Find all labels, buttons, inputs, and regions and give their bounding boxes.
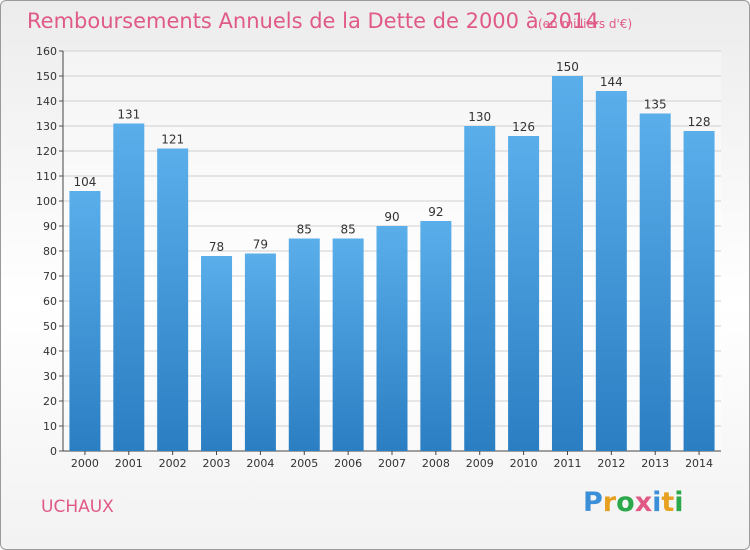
y-tick-label: 20 <box>43 395 57 408</box>
data-label: 79 <box>253 238 268 252</box>
bar <box>113 123 145 451</box>
y-tick-label: 10 <box>43 420 57 433</box>
data-label: 121 <box>161 133 184 147</box>
bar <box>508 136 540 451</box>
y-tick-label: 30 <box>43 370 57 383</box>
logo-letter: t <box>661 487 675 518</box>
proxiti-logo[interactable]: Proxiti <box>583 487 684 518</box>
x-tick-label: 2013 <box>641 457 669 470</box>
x-tick-label: 2012 <box>597 457 625 470</box>
x-tick-label: 2005 <box>290 457 318 470</box>
bar <box>244 253 276 451</box>
x-tick-label: 2000 <box>71 457 99 470</box>
bar <box>595 91 627 451</box>
y-tick-label: 150 <box>36 70 57 83</box>
y-tick-label: 90 <box>43 220 57 233</box>
bar <box>69 191 101 451</box>
bar <box>551 76 583 451</box>
x-tick-label: 2004 <box>246 457 274 470</box>
data-label: 130 <box>468 110 491 124</box>
x-tick-label: 2011 <box>553 457 581 470</box>
data-label: 126 <box>512 120 535 134</box>
logo-letter: r <box>602 487 617 518</box>
chart-unit: (en milliers d'€) <box>538 17 633 31</box>
y-tick-label: 50 <box>43 320 57 333</box>
y-tick-label: 40 <box>43 345 57 358</box>
y-tick-label: 70 <box>43 270 57 283</box>
x-tick-label: 2001 <box>115 457 143 470</box>
x-tick-label: 2003 <box>203 457 231 470</box>
data-label: 128 <box>688 115 711 129</box>
bar <box>683 131 715 451</box>
x-tick-label: 2008 <box>422 457 450 470</box>
bar <box>639 113 671 451</box>
data-label: 78 <box>209 240 224 254</box>
data-label: 150 <box>556 60 579 74</box>
y-tick-label: 60 <box>43 295 57 308</box>
bar <box>464 126 496 451</box>
bar <box>288 238 320 451</box>
y-tick-label: 140 <box>36 95 57 108</box>
data-label: 135 <box>644 98 667 112</box>
y-tick-label: 120 <box>36 145 57 158</box>
y-tick-label: 130 <box>36 120 57 133</box>
x-tick-label: 2009 <box>466 457 494 470</box>
data-label: 90 <box>384 210 399 224</box>
y-tick-label: 110 <box>36 170 57 183</box>
bar <box>201 256 233 451</box>
data-label: 85 <box>297 223 312 237</box>
x-tick-label: 2010 <box>510 457 538 470</box>
data-label: 92 <box>428 205 443 219</box>
bar <box>157 148 189 451</box>
data-label: 144 <box>600 75 623 89</box>
bar <box>420 221 452 451</box>
y-tick-label: 80 <box>43 245 57 258</box>
logo-letter: x <box>634 487 653 518</box>
logo-letter: P <box>583 487 603 518</box>
y-tick-label: 160 <box>36 45 57 58</box>
data-label: 104 <box>73 175 96 189</box>
x-tick-label: 2006 <box>334 457 362 470</box>
logo-letter: o <box>616 487 635 518</box>
x-tick-label: 2002 <box>159 457 187 470</box>
x-tick-label: 2007 <box>378 457 406 470</box>
commune-name: UCHAUX <box>41 497 114 517</box>
x-tick-label: 2014 <box>685 457 713 470</box>
bar <box>376 226 408 451</box>
logo-letter: i <box>674 487 684 518</box>
y-tick-label: 0 <box>50 445 57 458</box>
y-tick-label: 100 <box>36 195 57 208</box>
data-label: 131 <box>117 108 140 122</box>
data-label: 85 <box>340 223 355 237</box>
chart-title: Remboursements Annuels de la Dette de 20… <box>27 9 599 33</box>
bar <box>332 238 364 451</box>
logo-letter: i <box>652 487 662 518</box>
